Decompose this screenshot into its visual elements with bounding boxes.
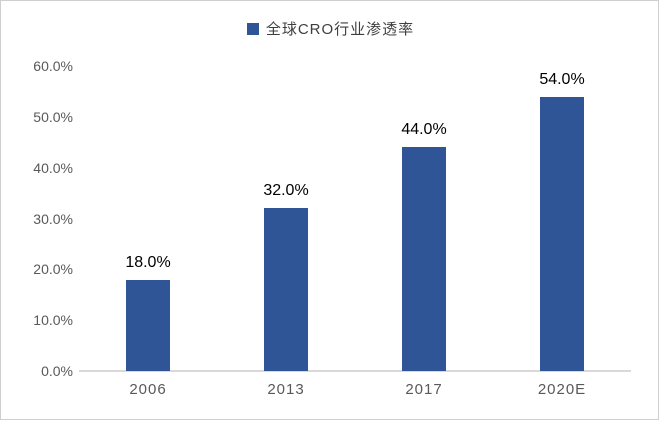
legend-marker-icon (246, 22, 259, 35)
y-axis-tick-label: 10.0% (33, 312, 73, 329)
bar-2020E (540, 96, 584, 371)
bar-value-label: 18.0% (125, 253, 171, 271)
x-axis-tick-label: 2017 (405, 381, 443, 398)
y-axis-tick-label: 40.0% (33, 159, 73, 176)
bar-2017 (402, 147, 446, 371)
bar-2006 (126, 279, 170, 371)
x-axis-tick-label: 2020E (537, 381, 587, 398)
x-axis-tick-label: 2006 (129, 381, 167, 398)
bar-value-label: 32.0% (263, 182, 309, 200)
x-axis-line (79, 370, 631, 372)
y-axis-tick-label: 50.0% (33, 108, 73, 125)
legend: 全球CRO行业渗透率 (1, 18, 659, 39)
bar-value-label: 54.0% (539, 70, 585, 88)
bar-value-label: 44.0% (401, 121, 447, 139)
legend-label: 全球CRO行业渗透率 (265, 21, 415, 38)
bar-2013 (264, 208, 308, 371)
y-axis-tick-label: 20.0% (33, 261, 73, 278)
y-axis-tick-label: 60.0% (33, 58, 73, 74)
y-axis-tick-label: 0.0% (41, 363, 73, 379)
x-axis-tick-label: 2013 (267, 381, 305, 398)
y-axis-tick-label: 30.0% (33, 210, 73, 227)
